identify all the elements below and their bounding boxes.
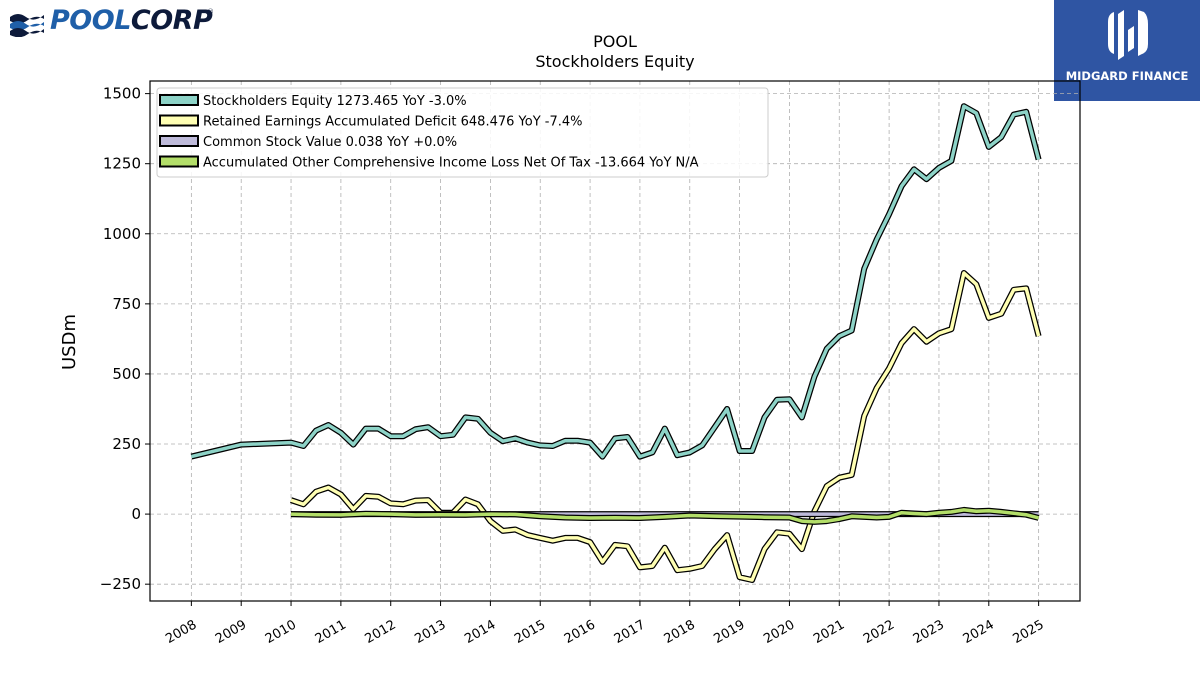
legend-swatch (159, 94, 199, 106)
legend-swatch (159, 155, 199, 168)
x-tick-label: 2024 (961, 617, 997, 647)
x-tick-label: 2015 (512, 617, 548, 647)
series-line-1 (190, 104, 1041, 459)
x-tick-label: 2020 (761, 617, 797, 647)
midgard-emblem-icon (1108, 10, 1148, 60)
x-tick-label: 2012 (363, 617, 399, 647)
y-tick-label: 0 (131, 505, 141, 523)
chart-title: POOL (593, 32, 637, 51)
legend-box (156, 87, 769, 178)
y-tick-label: 750 (112, 295, 141, 313)
y-tick-label: −250 (100, 575, 141, 593)
legend-entry: Common Stock Value 0.038 YoY +0.0% (203, 135, 457, 150)
x-tick-label: 2018 (662, 617, 698, 647)
legend-swatch (159, 114, 199, 127)
series-line-2 (290, 271, 1041, 582)
x-tick-label: 2019 (711, 617, 747, 647)
legend-entry: Stockholders Equity 1273.465 YoY -3.0% (203, 94, 467, 109)
x-tick-label: 2021 (811, 617, 847, 647)
y-tick-label: 1000 (103, 225, 141, 243)
y-tick-label: 250 (112, 435, 141, 453)
x-tick-label: 2009 (213, 617, 249, 647)
y-axis-label: USDm (59, 314, 80, 370)
x-tick-label: 2016 (562, 617, 598, 647)
x-tick-label: 2013 (412, 617, 448, 647)
midgard-finance-text: MIDGARD FINANCE (1065, 69, 1189, 83)
x-tick-label: 2025 (1010, 617, 1046, 647)
legend-swatch (159, 135, 199, 147)
x-tick-label: 2008 (163, 617, 199, 647)
chart-subtitle: Stockholders Equity (535, 52, 694, 71)
x-axis-ticks: 2008 2009 2010 2011 2012 2013 2014 2015 2016 2017… (163, 601, 1047, 647)
poolcorp-logo: POOLCORP ® (8, 5, 218, 38)
y-tick-label: 500 (112, 365, 141, 383)
y-tick-label: 1500 (103, 85, 141, 103)
series-lines (190, 103, 1042, 583)
legend-entry: Retained Earnings Accumulated Deficit 64… (203, 115, 582, 130)
y-tick-label: 1250 (103, 155, 141, 173)
midgard-finance-logo: MIDGARD FINANCE (1054, 0, 1200, 101)
x-tick-label: 2011 (313, 617, 349, 647)
x-tick-label: 2022 (861, 617, 897, 647)
plot-frame (149, 80, 1081, 602)
x-tick-label: 2017 (612, 617, 648, 647)
waves-icon (10, 14, 44, 37)
x-tick-label: 2023 (911, 617, 947, 647)
poolcorp-logo-text: POOLCORP (50, 5, 213, 36)
legend-entry: Accumulated Other Comprehensive Income L… (203, 156, 699, 171)
y-axis-ticks: −250 0 250 500 750 1000 1250 1500 (100, 85, 150, 593)
x-tick-label: 2010 (263, 617, 299, 647)
series-line-4 (290, 508, 1040, 524)
registered-mark: ® (207, 8, 214, 16)
x-tick-label: 2014 (462, 617, 498, 647)
legend: Stockholders Equity 1273.465 YoY -3.0% Re… (156, 87, 769, 178)
